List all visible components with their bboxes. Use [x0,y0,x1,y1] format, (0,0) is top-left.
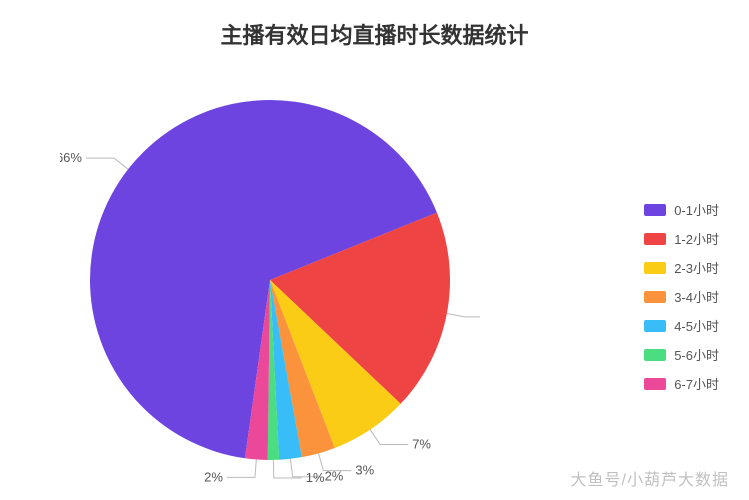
legend-label: 2-3小时 [674,258,719,277]
legend-swatch [644,233,666,245]
leader-line [447,314,480,317]
leader-line [273,460,301,478]
legend-swatch [644,320,666,332]
legend-item: 2-3小时 [644,258,719,277]
legend-label: 5-6小时 [674,345,719,364]
legend-swatch [644,291,666,303]
slice-label: 3% [355,463,374,478]
legend-label: 3-4小时 [674,287,719,306]
chart-title: 主播有效日均直播时长数据统计 [0,0,749,50]
legend-item: 3-4小时 [644,287,719,306]
legend-item: 1-2小时 [644,229,719,248]
legend-swatch [644,378,666,390]
leader-line [227,459,256,477]
leader-line [370,430,408,445]
legend-item: 0-1小时 [644,200,719,219]
leader-line [86,158,128,169]
legend-item: 5-6小时 [644,345,719,364]
slice-label: 2% [204,469,223,484]
legend-swatch [644,204,666,216]
slice-label: 1% [306,470,325,485]
legend-swatch [644,262,666,274]
watermark: 大鱼号/小葫芦大数据 [571,466,729,490]
pie-chart: 66%18%7%3%2%1%2% [60,70,480,490]
legend: 0-1小时 1-2小时 2-3小时 3-4小时 4-5小时 5-6小时 6-7小时 [644,200,719,393]
legend-item: 6-7小时 [644,374,719,393]
legend-label: 1-2小时 [674,229,719,248]
legend-label: 4-5小时 [674,316,719,335]
legend-label: 6-7小时 [674,374,719,393]
legend-item: 4-5小时 [644,316,719,335]
slice-label: 7% [412,436,431,451]
slice-label: 2% [325,469,344,484]
legend-label: 0-1小时 [674,200,719,219]
legend-swatch [644,349,666,361]
slice-label: 66% [60,150,82,165]
